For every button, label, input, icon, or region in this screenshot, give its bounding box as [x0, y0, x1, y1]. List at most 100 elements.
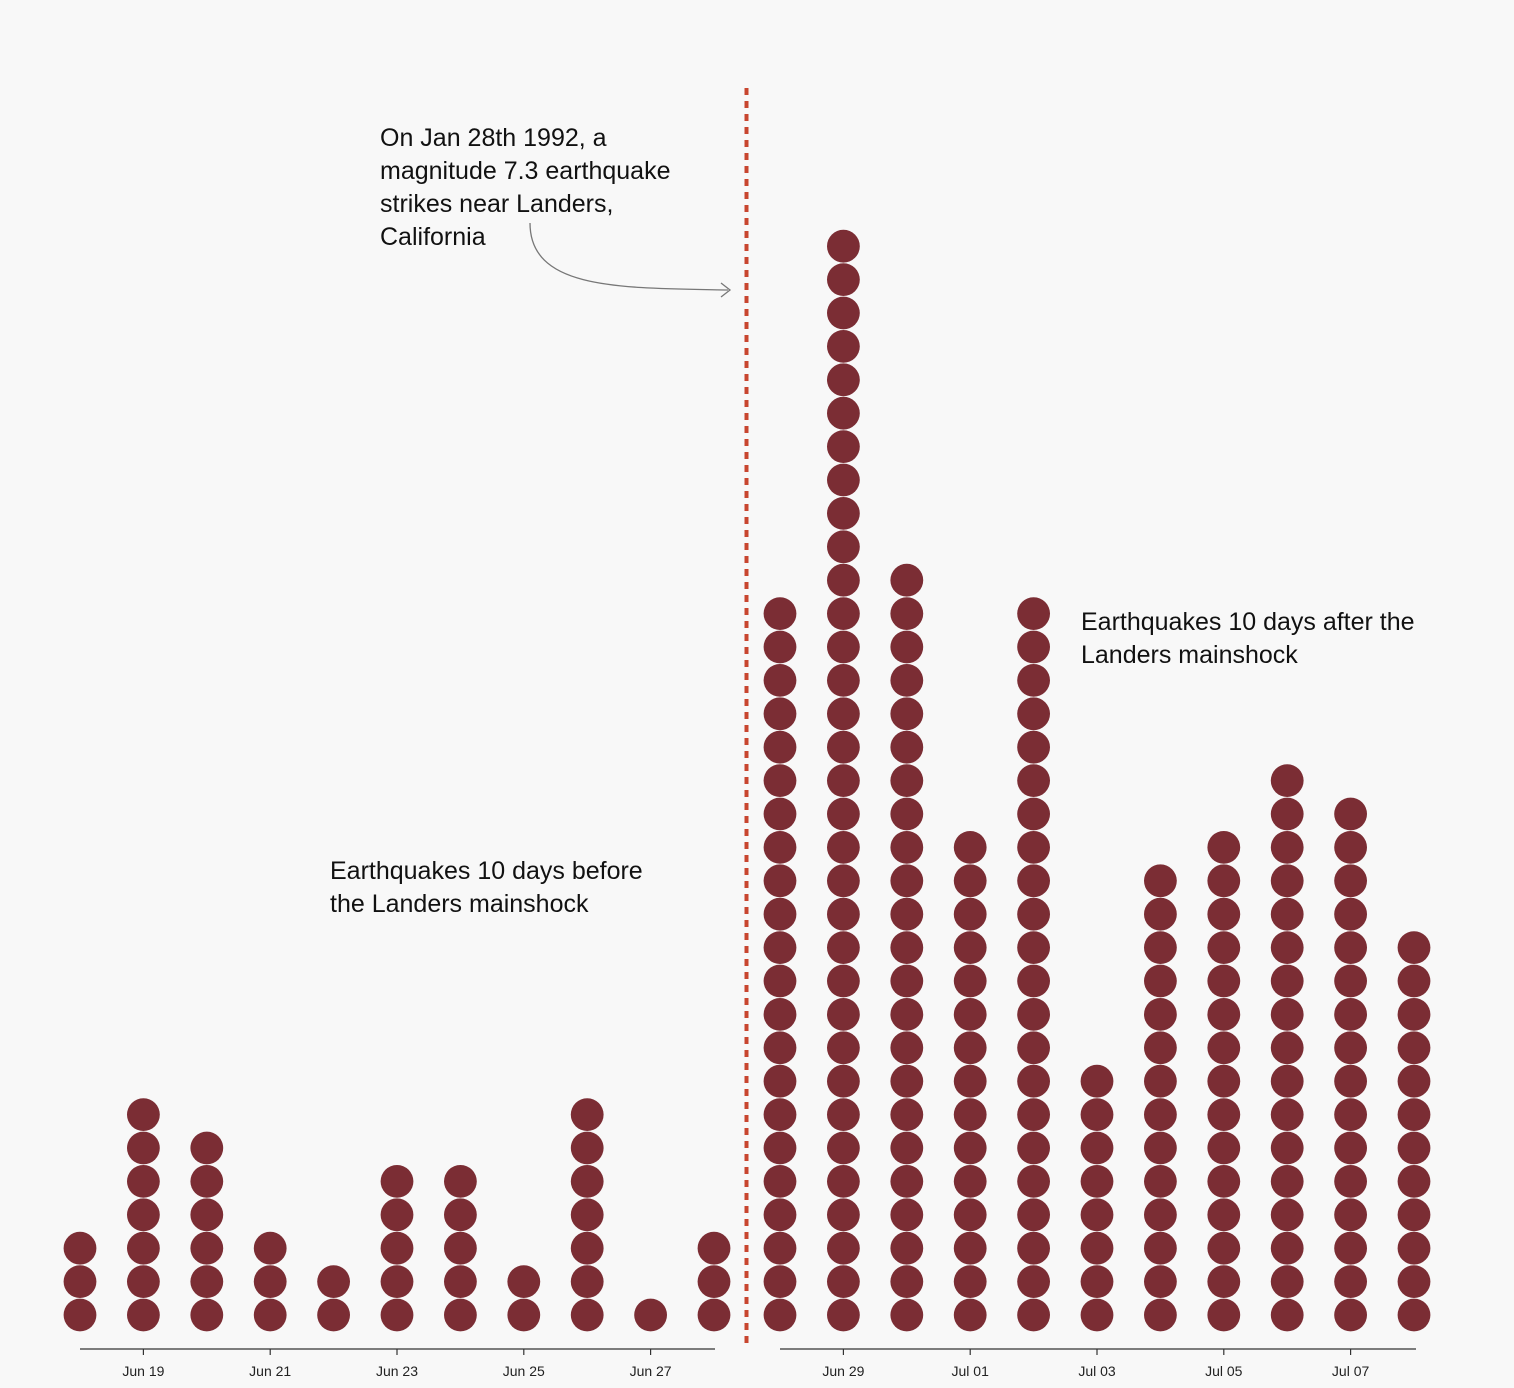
earthquake-dot: [1207, 1298, 1241, 1332]
earthquake-dot: [253, 1265, 287, 1298]
earthquake-dot: [253, 1298, 287, 1332]
earthquake-dot: [763, 897, 797, 931]
x-tick-label: Jun 25: [503, 1363, 545, 1379]
earthquake-dot: [1144, 1298, 1177, 1332]
earthquake-dot: [1017, 764, 1050, 797]
earthquake-dot: [126, 1231, 160, 1265]
earthquake-dot: [1270, 864, 1304, 898]
earthquake-dot: [1080, 1098, 1114, 1131]
earthquake-dot: [63, 1231, 97, 1265]
earthquake-dot: [827, 497, 860, 530]
earthquake-dot: [827, 1198, 860, 1232]
earthquake-dot: [953, 1098, 987, 1131]
earthquake-dot: [1144, 1064, 1177, 1098]
earthquake-dot: [1144, 1265, 1177, 1298]
earthquake-dot: [763, 597, 797, 630]
earthquake-dot: [1334, 797, 1367, 831]
earthquake-dot: [1270, 797, 1304, 831]
earthquake-dot: [1270, 1064, 1304, 1098]
x-tick-label: Jun 23: [376, 1363, 418, 1379]
earthquake-dot: [1017, 1298, 1050, 1332]
earthquake-dot: [827, 1231, 860, 1265]
earthquake-dot: [126, 1131, 160, 1165]
earthquake-dot: [1334, 998, 1367, 1031]
earthquake-dot: [827, 864, 860, 898]
earthquake-dot: [1207, 1198, 1241, 1232]
earthquake-dot: [827, 764, 860, 797]
earthquake-dot: [827, 1298, 860, 1332]
earthquake-dot: [1334, 931, 1367, 964]
earthquake-dot: [827, 998, 860, 1031]
earthquake-dot: [953, 864, 987, 898]
x-axis-after: Jun 29 Jul 01 Jul 03 Jul 05 Jul 07: [780, 1348, 1416, 1379]
earthquake-dot: [1144, 864, 1177, 898]
earthquake-dot: [1144, 1031, 1177, 1065]
earthquake-dot: [827, 697, 860, 731]
earthquake-dot: [953, 998, 987, 1031]
earthquake-dot: [1144, 1098, 1177, 1131]
earthquake-dot: [63, 1265, 97, 1298]
earthquake-dot: [1017, 831, 1050, 864]
earthquake-dot: [1334, 964, 1367, 998]
earthquake-dot: [1397, 1231, 1431, 1265]
earthquake-dot: [380, 1165, 414, 1198]
earthquake-dot: [890, 1165, 924, 1198]
earthquake-dot: [507, 1298, 541, 1332]
earthquake-dot: [890, 764, 924, 797]
earthquake-dot: [827, 831, 860, 864]
earthquake-dot: [953, 831, 987, 864]
earthquake-dot: [953, 1298, 987, 1332]
earthquake-dot: [1144, 1131, 1177, 1165]
earthquake-dot: [1207, 1231, 1241, 1265]
x-axis-before: Jun 19 Jun 21 Jun 23 Jun 25 Jun 27: [80, 1348, 715, 1379]
earthquake-dot: [827, 897, 860, 931]
earthquake-dot: [190, 1298, 224, 1332]
earthquake-dot: [1207, 998, 1241, 1031]
earthquake-dot: [763, 1198, 797, 1232]
earthquake-dot: [380, 1298, 414, 1332]
earthquake-dot: [827, 430, 860, 463]
earthquake-dot: [1270, 964, 1304, 998]
earthquake-dot: [1017, 864, 1050, 898]
earthquake-dot: [570, 1131, 604, 1165]
earthquake-dot: [570, 1198, 604, 1232]
earthquake-dot: [827, 463, 860, 497]
earthquake-dot: [827, 229, 860, 263]
earthquake-dot: [890, 931, 924, 964]
earthquake-dot: [1207, 1265, 1241, 1298]
earthquake-dot: [1017, 931, 1050, 964]
earthquake-dot: [697, 1231, 731, 1265]
earthquake-dot: [1397, 1131, 1431, 1165]
earthquake-dot: [1270, 1131, 1304, 1165]
earthquake-dot: [570, 1098, 604, 1131]
earthquake-dot: [827, 664, 860, 697]
earthquake-dot: [953, 1064, 987, 1098]
earthquake-dot: [63, 1298, 97, 1332]
earthquake-dot: [1017, 1231, 1050, 1265]
earthquake-dot: [827, 263, 860, 296]
earthquake-dot: [507, 1265, 541, 1298]
earthquake-dot: [827, 964, 860, 998]
earthquake-dot: [827, 1098, 860, 1131]
before-annotation: Earthquakes 10 days before the Landers m…: [330, 857, 643, 918]
earthquake-dot: [190, 1131, 224, 1165]
earthquake-dot: [1334, 1031, 1367, 1065]
earthquake-dot: [1334, 897, 1367, 931]
earthquake-dot: [763, 1064, 797, 1098]
earthquake-dot: [634, 1298, 667, 1332]
x-tick-label: Jun 27: [630, 1363, 672, 1379]
earthquake-dot: [763, 797, 797, 831]
earthquake-dot: [1270, 1165, 1304, 1198]
earthquake-dot: [380, 1265, 414, 1298]
earthquake-dot: [1017, 697, 1050, 731]
earthquake-dot: [827, 1131, 860, 1165]
earthquake-dot: [953, 931, 987, 964]
earthquake-dot: [1080, 1298, 1114, 1332]
earthquake-dot: [1270, 1265, 1304, 1298]
earthquake-dot: [126, 1098, 160, 1131]
earthquake-dot: [1397, 1098, 1431, 1131]
earthquake-dot: [1144, 931, 1177, 964]
earthquake-dot: [1017, 1064, 1050, 1098]
earthquake-dot: [1270, 1298, 1304, 1332]
earthquake-dot: [763, 630, 797, 664]
